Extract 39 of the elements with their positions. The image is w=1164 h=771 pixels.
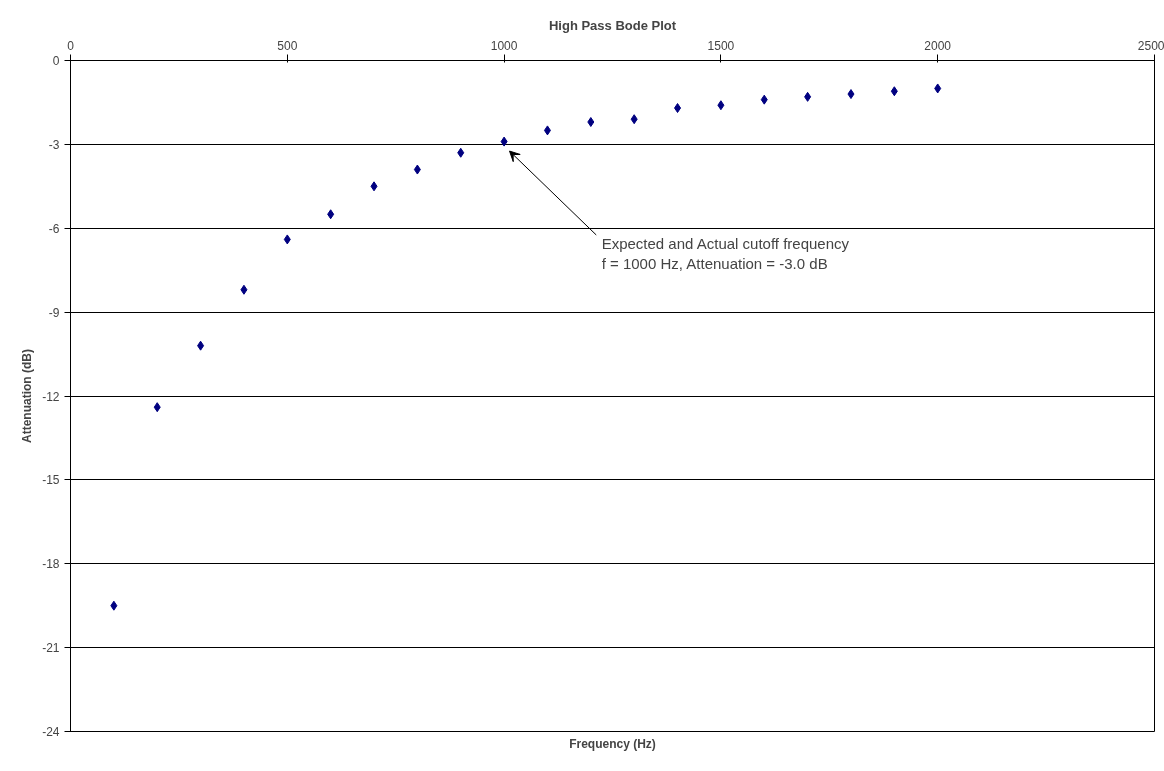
point bbox=[630, 114, 638, 125]
x-tick-label: 2000 bbox=[924, 38, 952, 53]
point bbox=[543, 125, 551, 136]
point bbox=[240, 284, 248, 295]
point bbox=[890, 86, 898, 97]
point bbox=[934, 83, 942, 94]
annotation: Expected and Actual cutoff frequency f = 1000 Hz, Attenuation = -3.0 dB bbox=[601, 234, 850, 273]
point bbox=[717, 100, 725, 111]
y-tick-label: -21 bbox=[42, 641, 60, 656]
y-tick-label: -24 bbox=[42, 725, 60, 739]
point bbox=[674, 103, 682, 114]
chart-title: High Pass Bode Plot bbox=[548, 17, 677, 33]
point bbox=[327, 209, 335, 220]
point bbox=[760, 94, 768, 105]
point bbox=[847, 89, 855, 100]
point bbox=[587, 117, 595, 128]
y-tick-label: -18 bbox=[42, 557, 60, 572]
point bbox=[153, 402, 161, 413]
point bbox=[370, 181, 378, 192]
y-axis-title: Attenuation (dB) bbox=[20, 349, 35, 443]
point bbox=[110, 600, 118, 611]
x-tick-label: 2500 bbox=[1137, 38, 1164, 53]
point bbox=[457, 147, 465, 158]
x-tick-label: 1000 bbox=[490, 38, 518, 53]
y-tick-label: 0 bbox=[52, 54, 60, 68]
y-tick-label: -9 bbox=[48, 305, 60, 320]
x-tick-label: 500 bbox=[277, 38, 298, 53]
y-tick-label: -12 bbox=[42, 389, 60, 404]
y-tick-label: -3 bbox=[48, 137, 60, 152]
point bbox=[804, 91, 812, 102]
y-tick-label: -6 bbox=[48, 221, 60, 236]
point bbox=[283, 234, 291, 245]
x-tick-label: 0 bbox=[67, 38, 75, 53]
point bbox=[500, 136, 508, 147]
x-tick-label: 1500 bbox=[707, 38, 735, 53]
point bbox=[197, 340, 205, 351]
x-axis-title: Frequency (Hz) bbox=[569, 736, 656, 751]
y-tick-label: -15 bbox=[42, 473, 60, 488]
point bbox=[413, 164, 421, 175]
